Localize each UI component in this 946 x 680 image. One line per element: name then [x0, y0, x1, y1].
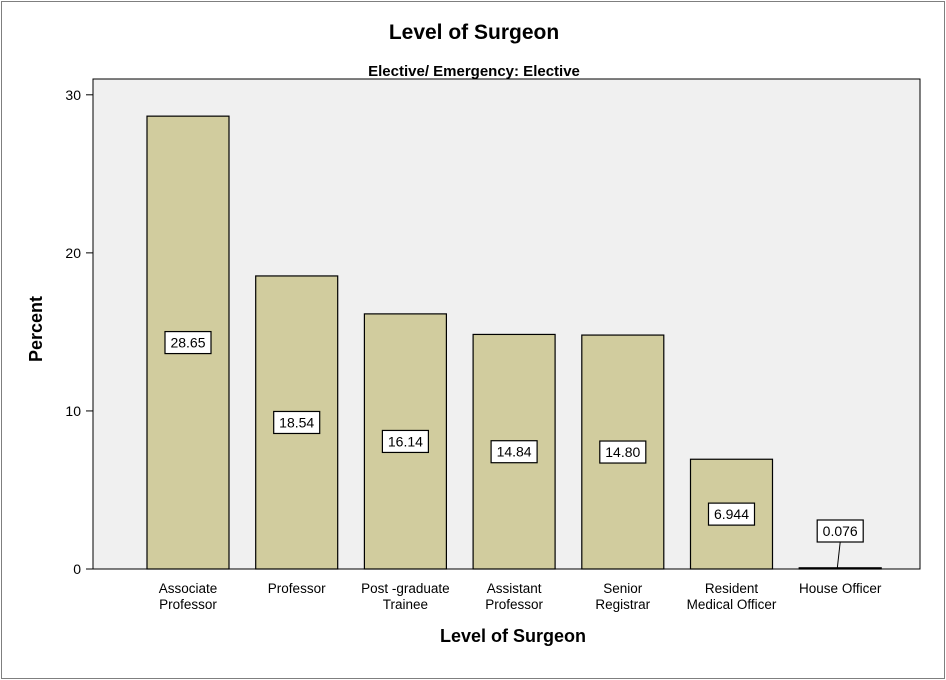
- x-tick-label: Trainee: [383, 597, 428, 612]
- data-label: 14.84: [497, 444, 532, 460]
- data-label-box: [381, 429, 429, 454]
- y-tick-label: 30: [65, 87, 81, 103]
- x-tick-label: Medical Officer: [687, 597, 777, 612]
- data-label: 14.80: [605, 444, 640, 460]
- chart-subtitle: Elective/ Emergency: Elective: [368, 63, 580, 80]
- data-label: 18.54: [279, 414, 314, 430]
- x-tick-label: Senior: [603, 581, 643, 596]
- x-tick-label: Associate: [159, 581, 218, 596]
- bar: [363, 313, 447, 570]
- y-tick-label: 20: [65, 245, 81, 261]
- y-axis-title: Percent: [26, 296, 46, 362]
- x-tick-label: Resident: [705, 581, 759, 596]
- data-label-box: [816, 519, 864, 543]
- data-label-box: [599, 440, 647, 464]
- x-tick-label: Professor: [159, 597, 217, 612]
- y-tick-label: 0: [73, 561, 81, 577]
- data-label-box: [164, 330, 212, 355]
- y-axis: 0 10 20 30: [65, 87, 93, 577]
- data-label-leader: [836, 541, 841, 570]
- data-label: 0.076: [823, 523, 858, 539]
- bar: [798, 567, 882, 570]
- data-label: 16.14: [388, 433, 423, 449]
- x-tick-label: Professor: [268, 581, 326, 596]
- chart-title: Level of Surgeon: [389, 21, 559, 44]
- x-tick-label: Post -graduate: [361, 581, 450, 596]
- data-label: 6.944: [714, 506, 749, 522]
- data-label-box: [490, 440, 538, 464]
- data-label: 28.65: [170, 335, 205, 351]
- x-tick-label: Professor: [485, 597, 543, 612]
- x-axis-title: Level of Surgeon: [440, 626, 586, 646]
- bars: 28.65 18.54 16.14 14.84 14.80 6.944 0.076: [146, 115, 882, 570]
- x-tick-label: Registrar: [595, 597, 650, 612]
- data-label-box: [273, 410, 321, 435]
- y-tick-label: 10: [65, 403, 81, 419]
- data-label-box: [707, 502, 756, 526]
- x-tick-label: House Officer: [799, 581, 882, 596]
- x-tick-label: Assistant: [487, 581, 542, 596]
